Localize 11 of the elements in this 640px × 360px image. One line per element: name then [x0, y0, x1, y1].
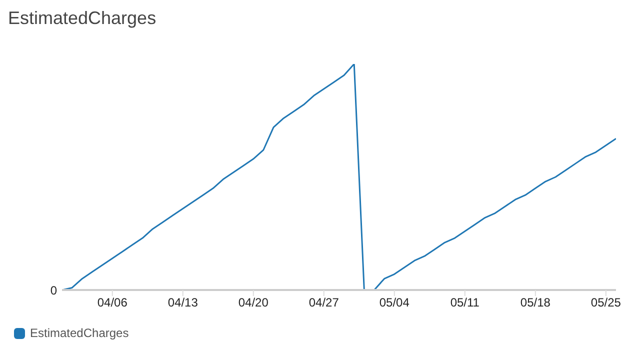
x-tick-label: 05/18: [520, 296, 551, 310]
x-tick-label: 04/13: [168, 296, 198, 310]
x-tick-label: 05/04: [379, 296, 410, 310]
legend-label: EstimatedCharges: [30, 326, 129, 340]
x-tick-label: 04/27: [308, 296, 340, 310]
chart-title: EstimatedCharges: [8, 8, 158, 30]
x-tick-label: 04/06: [97, 296, 128, 310]
x-tick-label: 04/20: [238, 296, 269, 310]
text: 0: [50, 283, 58, 298]
x-tick-label: 05/25: [590, 296, 622, 310]
x-tick-label: 05/11: [450, 296, 480, 310]
